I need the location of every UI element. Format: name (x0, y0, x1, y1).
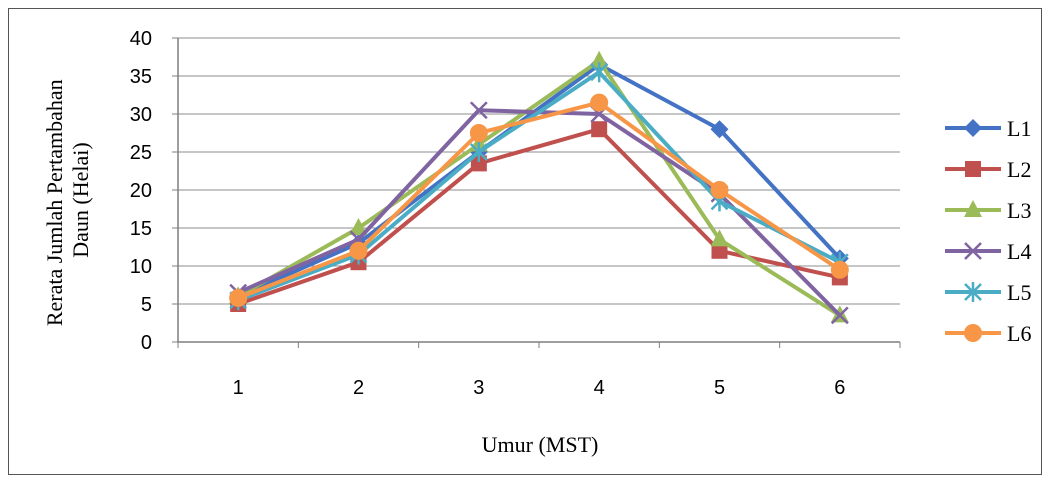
data-point-L6 (830, 260, 849, 279)
series-line-L2 (237, 127, 841, 306)
y-tick-label: 25 (130, 142, 152, 164)
y-tick-label: 5 (141, 294, 152, 316)
legend-marker (964, 119, 982, 137)
legend-item-L3: L3 (945, 198, 1031, 223)
data-point-L6 (229, 288, 248, 307)
data-point-L3 (349, 218, 368, 235)
series-line-L5 (237, 70, 841, 303)
x-tick-label: 2 (353, 377, 364, 399)
series-L6 (229, 93, 849, 307)
data-point-L6 (469, 124, 488, 142)
y-tick-label: 10 (130, 256, 152, 278)
data-point-L4 (830, 306, 849, 325)
x-tick-label: 6 (834, 377, 845, 399)
legend-item-L2: L2 (945, 157, 1031, 182)
data-point-L6 (590, 93, 609, 112)
legend-item-L4: L4 (945, 239, 1031, 264)
series-layer (229, 50, 849, 325)
y-axis-title-line-1: Rerata Jumlah Pertambahan (42, 79, 67, 326)
legend-label: L6 (1007, 321, 1031, 346)
y-axis-title-line-2: Daun (Helai) (68, 142, 93, 257)
data-point-L5 (469, 142, 488, 162)
legend: L1 L2 L3 L4 L5 L6 (945, 116, 1031, 346)
legend-label: L3 (1007, 198, 1031, 223)
data-point-L6 (710, 181, 729, 199)
series-line-L4 (237, 108, 842, 317)
chart-frame (8, 8, 1042, 475)
series-line-L1 (237, 62, 842, 299)
legend-marker (964, 282, 982, 302)
series-L2 (230, 121, 848, 312)
data-point-L4 (469, 101, 488, 120)
y-tick-label: 30 (130, 104, 152, 126)
data-point-L2 (711, 242, 728, 259)
legend-label: L4 (1007, 239, 1031, 264)
legend-label: L2 (1007, 157, 1031, 182)
legend-item-L5: L5 (945, 280, 1031, 305)
data-point-L2 (470, 155, 487, 172)
y-tick-label: 35 (130, 66, 152, 88)
y-tick-label: 40 (130, 28, 152, 50)
data-point-L1 (710, 120, 729, 139)
data-point-L3 (710, 229, 729, 247)
legend-marker (964, 324, 982, 342)
legend-marker (964, 200, 982, 217)
data-point-L6 (349, 241, 368, 260)
x-axis-title: Umur (MST) (482, 432, 599, 457)
x-tick-label: 4 (594, 377, 605, 399)
y-tick-label: 15 (130, 218, 152, 240)
legend-label: L5 (1007, 280, 1031, 305)
y-tick-label: 0 (141, 332, 152, 354)
x-tick-label: 1 (233, 377, 244, 399)
series-L3 (229, 50, 849, 323)
legend-label: L1 (1007, 116, 1031, 141)
legend-item-L6: L6 (945, 321, 1031, 346)
y-axis-title: Rerata Jumlah Pertambahan Daun (Helai) (42, 74, 93, 326)
data-point-L2 (591, 121, 608, 138)
legend-item-L1: L1 (945, 116, 1031, 141)
data-point-L3 (590, 50, 609, 68)
x-tick-label: 5 (714, 377, 725, 399)
series-line-L3 (237, 58, 841, 318)
axes: 0 5 10 15 20 25 30 35 40 1 2 3 4 5 6 (130, 28, 901, 399)
legend-marker (965, 161, 981, 177)
y-tick-label: 20 (130, 180, 152, 202)
x-tick-label: 3 (473, 377, 484, 399)
legend-marker (964, 242, 982, 260)
data-point-L5 (590, 62, 609, 83)
series-line-L6 (237, 100, 841, 300)
